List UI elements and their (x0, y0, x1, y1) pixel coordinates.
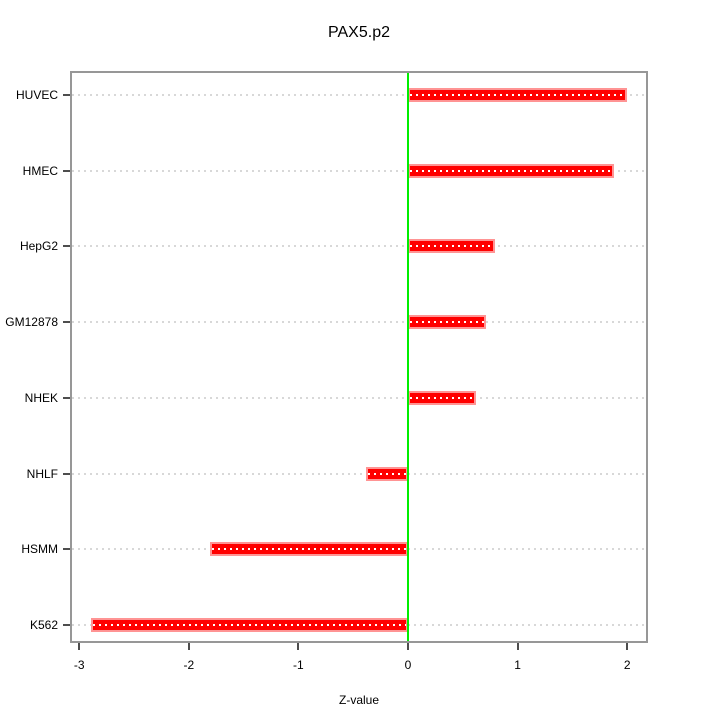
x-tick-label-1: 1 (514, 658, 521, 672)
y-tick-huvec (63, 94, 70, 96)
y-tick-nhek (63, 396, 70, 399)
x-tick-label--2: -2 (183, 658, 195, 672)
y-tick-hsmm (63, 548, 70, 551)
y-tick-label-k562: K562 (29, 617, 58, 632)
row-gridline-hepg2 (72, 245, 646, 248)
y-tick-k562 (63, 623, 70, 626)
bar-hepg2 (408, 239, 495, 254)
bar-hsmm (209, 542, 408, 557)
bar-center-dash (93, 623, 406, 626)
y-tick-label-nhek: NHEK (24, 390, 58, 405)
x-tick--2 (187, 643, 190, 650)
x-tick-label-0: 0 (404, 658, 412, 672)
bar-k562 (91, 617, 408, 632)
row-gridline-huvec (72, 94, 646, 96)
x-tick-label-2: 2 (623, 658, 631, 672)
bar-center-dash (410, 321, 484, 324)
row-gridline-gm12878 (72, 321, 646, 324)
bar-nhlf (366, 466, 408, 481)
x-tick-label--3: -3 (73, 658, 85, 672)
bar-center-dash (368, 472, 406, 475)
bar-center-dash (410, 396, 474, 399)
x-tick-2 (626, 643, 629, 650)
x-axis-label: Z-value (338, 693, 380, 707)
y-tick-nhlf (63, 472, 70, 475)
zero-reference-line (407, 73, 409, 641)
bar-gm12878 (408, 315, 486, 330)
row-gridline-nhek (72, 396, 646, 399)
y-tick-label-hsmm: HSMM (21, 542, 58, 557)
plot-area (70, 71, 648, 643)
chart-title: PAX5.p2 (328, 24, 390, 41)
y-tick-label-gm12878: GM12878 (5, 315, 58, 330)
bar-center-dash (410, 245, 493, 248)
x-tick-label--1: -1 (293, 658, 304, 672)
y-tick-hmec (63, 169, 70, 172)
bar-center-dash (410, 94, 626, 96)
bar-center-dash (410, 169, 613, 172)
bar-huvec (408, 88, 628, 102)
x-tick-1 (516, 643, 519, 650)
row-gridline-nhlf (72, 472, 646, 475)
bar-center-dash (211, 548, 406, 551)
x-tick--1 (297, 643, 300, 650)
bar-hmec (408, 163, 615, 178)
y-tick-label-huvec: HUVEC (15, 88, 58, 102)
bar-nhek (408, 390, 476, 405)
x-tick-0 (407, 643, 409, 650)
y-tick-hepg2 (63, 245, 70, 248)
x-tick--3 (78, 643, 81, 650)
y-tick-gm12878 (63, 321, 70, 324)
y-tick-label-hepg2: HepG2 (19, 239, 58, 254)
y-tick-label-nhlf: NHLF (26, 466, 58, 481)
y-tick-label-hmec: HMEC (22, 163, 58, 178)
row-gridline-hmec (72, 169, 646, 172)
